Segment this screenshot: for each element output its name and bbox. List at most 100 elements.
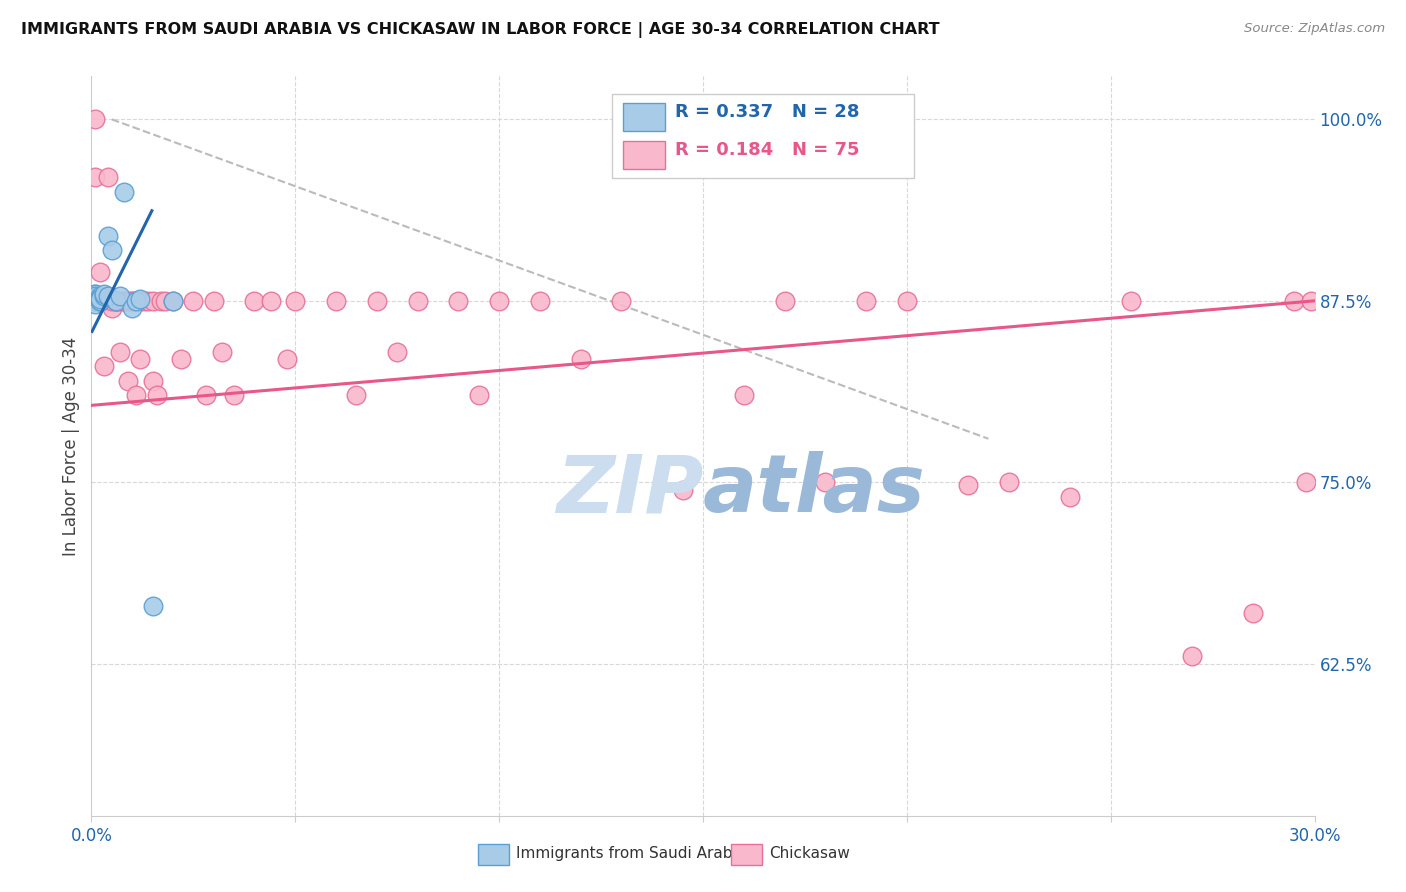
Text: R = 0.184   N = 75: R = 0.184 N = 75 (675, 141, 859, 159)
Point (84, 291, 107, 305)
Point (672, 483, 695, 497)
Point (97, 293, 120, 308)
Point (1059, 490, 1081, 504)
Point (101, 293, 124, 308)
Point (84, 293, 107, 307)
Point (84, 286, 107, 301)
Point (108, 344, 131, 359)
Point (855, 293, 877, 308)
Point (97, 293, 120, 308)
Point (108, 289, 131, 303)
Point (89, 293, 111, 308)
Point (125, 388, 148, 402)
Point (956, 478, 979, 492)
Point (138, 293, 160, 308)
Point (84, 293, 107, 308)
Point (1121, 293, 1143, 308)
Point (141, 599, 163, 613)
Point (129, 351, 152, 366)
Point (84, 293, 107, 308)
Point (121, 293, 143, 308)
Point (84, 293, 107, 308)
Point (488, 293, 510, 308)
Point (93, 293, 115, 308)
Text: ZIP: ZIP (555, 451, 703, 530)
Point (89, 265, 111, 279)
Point (366, 293, 388, 308)
Point (141, 293, 163, 308)
Point (89, 293, 111, 308)
Point (610, 293, 633, 308)
Point (97, 289, 120, 303)
Y-axis label: In Labor Force | Age 30-34: In Labor Force | Age 30-34 (62, 336, 80, 556)
Point (82, 289, 104, 303)
Point (529, 293, 551, 308)
Point (117, 293, 139, 308)
Point (1181, 649, 1204, 664)
Point (89, 293, 111, 308)
Point (194, 388, 217, 402)
Point (121, 293, 143, 308)
Point (773, 293, 796, 308)
Point (125, 293, 148, 308)
Point (89, 293, 111, 307)
Point (211, 344, 233, 359)
Text: R = 0.337   N = 28: R = 0.337 N = 28 (675, 103, 859, 120)
Point (125, 293, 148, 308)
Point (104, 293, 127, 308)
Point (97, 228, 120, 243)
Point (447, 293, 470, 308)
Text: Immigrants from Saudi Arabia: Immigrants from Saudi Arabia (516, 846, 747, 861)
Point (134, 293, 156, 308)
Point (896, 293, 918, 308)
Point (121, 301, 143, 315)
Point (284, 293, 307, 308)
Point (814, 475, 837, 490)
Point (467, 388, 491, 402)
Point (569, 351, 592, 366)
Point (93, 359, 115, 373)
Point (170, 351, 193, 366)
Point (276, 351, 298, 366)
Point (104, 293, 127, 308)
Point (153, 293, 176, 308)
Point (162, 293, 184, 308)
Point (260, 293, 283, 308)
Point (1299, 293, 1322, 308)
Point (1282, 293, 1305, 308)
Point (89, 289, 111, 303)
Point (243, 293, 266, 308)
Point (89, 291, 111, 305)
Point (998, 475, 1021, 490)
Point (183, 293, 205, 308)
Point (104, 293, 127, 308)
Point (325, 293, 347, 308)
Point (112, 293, 135, 308)
Point (162, 293, 184, 308)
Point (346, 388, 368, 402)
Point (108, 293, 131, 308)
Point (202, 293, 225, 308)
Point (97, 170, 120, 185)
Point (129, 293, 152, 308)
Point (93, 286, 115, 301)
Point (406, 293, 429, 308)
Point (112, 185, 135, 199)
Point (104, 293, 127, 308)
Point (93, 293, 115, 308)
Point (101, 293, 124, 308)
Point (733, 388, 755, 402)
Point (385, 344, 409, 359)
Point (149, 293, 172, 308)
Point (84, 297, 107, 311)
Point (1243, 606, 1265, 620)
Point (101, 243, 124, 257)
Point (145, 388, 167, 402)
Point (93, 289, 115, 303)
Text: atlas: atlas (703, 451, 925, 530)
Text: IMMIGRANTS FROM SAUDI ARABIA VS CHICKASAW IN LABOR FORCE | AGE 30-34 CORRELATION: IMMIGRANTS FROM SAUDI ARABIA VS CHICKASA… (21, 22, 939, 38)
Text: Source: ZipAtlas.com: Source: ZipAtlas.com (1244, 22, 1385, 36)
Point (117, 374, 139, 388)
Point (84, 286, 107, 301)
Point (89, 293, 111, 308)
